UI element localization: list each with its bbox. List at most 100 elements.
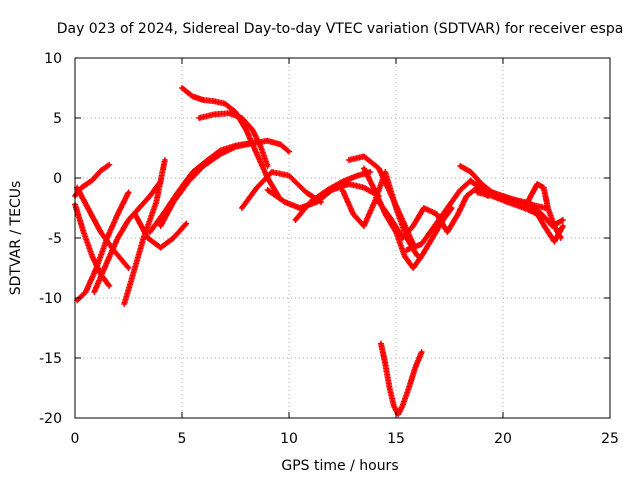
series-track-12 (238, 169, 325, 211)
data-point (223, 102, 227, 106)
data-point (420, 254, 424, 258)
data-point (107, 163, 111, 167)
data-point (212, 99, 216, 103)
series-track-11 (196, 110, 271, 169)
data-point (512, 198, 516, 202)
data-point (99, 230, 103, 234)
data-point (240, 116, 244, 120)
data-point (201, 164, 205, 168)
data-point (445, 206, 449, 210)
data-point (400, 404, 405, 408)
data-point (411, 224, 415, 228)
data-point (400, 218, 405, 222)
series-track-16 (345, 153, 417, 247)
data-point (184, 222, 188, 226)
data-point (435, 212, 439, 216)
data-point (355, 174, 360, 178)
data-point (90, 254, 94, 258)
data-point (148, 230, 152, 234)
data-point (392, 404, 396, 408)
y-tick-label: -5 (48, 231, 62, 247)
data-point (283, 200, 287, 204)
data-point (535, 182, 539, 186)
y-tick-label: 10 (44, 51, 62, 67)
data-point (490, 194, 494, 198)
data-point (362, 166, 366, 170)
data-point (186, 180, 191, 184)
data-point (293, 218, 298, 222)
data-point (278, 142, 283, 146)
y-tick-label: -15 (39, 351, 62, 367)
data-point (270, 170, 274, 174)
data-point (105, 260, 109, 264)
y-tick-labels: -20 -15 -10 -5 0 5 10 (39, 51, 62, 427)
data-point (387, 386, 392, 390)
series-track-20 (378, 340, 425, 418)
x-tick-label: 15 (387, 431, 405, 447)
data-point (75, 298, 79, 302)
data-point (407, 386, 411, 390)
x-axis-label: GPS time / hours (281, 458, 398, 474)
data-point (90, 178, 94, 182)
data-point (559, 236, 563, 240)
data-point (126, 190, 131, 194)
data-point (484, 188, 488, 192)
data-point (413, 366, 417, 370)
data-point (458, 188, 462, 192)
data-point (420, 242, 424, 246)
data-point (535, 212, 539, 216)
data-point (233, 145, 238, 149)
data-point (544, 226, 548, 230)
data-point (445, 230, 449, 234)
data-point (347, 182, 351, 186)
data-point (266, 164, 270, 168)
data-point (126, 218, 131, 222)
y-tick-label: 0 (53, 171, 62, 187)
data-point (107, 284, 111, 288)
data-point (227, 111, 231, 115)
data-point (340, 188, 345, 192)
data-point (308, 200, 312, 204)
data-point (373, 200, 377, 204)
data-point (259, 146, 263, 150)
y-axis-label: SDTVAR / TECUs (8, 181, 24, 296)
x-tick-label: 10 (280, 431, 298, 447)
data-point (266, 188, 270, 192)
data-point (116, 236, 120, 240)
data-point (171, 236, 176, 240)
data-point (420, 350, 424, 354)
data-point (255, 186, 259, 190)
chart-title: Day 023 of 2024, Sidereal Day-to-day VTE… (57, 21, 624, 37)
data-point (432, 224, 437, 228)
data-point (191, 170, 195, 174)
series-track-7 (131, 211, 190, 251)
x-tick-label: 25 (601, 431, 619, 447)
data-point (201, 98, 205, 102)
data-point (529, 194, 533, 198)
series-track-24 (521, 181, 564, 241)
x-tick-label: 20 (494, 431, 512, 447)
data-point (390, 218, 394, 222)
data-point (465, 194, 469, 198)
data-point (212, 112, 216, 116)
data-point (351, 212, 355, 216)
data-point (154, 200, 158, 204)
data-point (133, 212, 137, 216)
data-point (75, 186, 79, 190)
series-track-14 (292, 169, 374, 223)
data-point (266, 139, 270, 143)
data-points (72, 85, 566, 418)
data-point (377, 166, 381, 170)
data-point (546, 206, 550, 210)
data-point (159, 224, 163, 228)
series-track-5 (91, 178, 164, 295)
data-point (400, 236, 405, 240)
data-point (122, 302, 126, 306)
data-point (99, 169, 103, 173)
data-point (197, 116, 201, 120)
data-point (304, 190, 308, 194)
data-point (522, 206, 527, 210)
data-point (362, 154, 366, 158)
